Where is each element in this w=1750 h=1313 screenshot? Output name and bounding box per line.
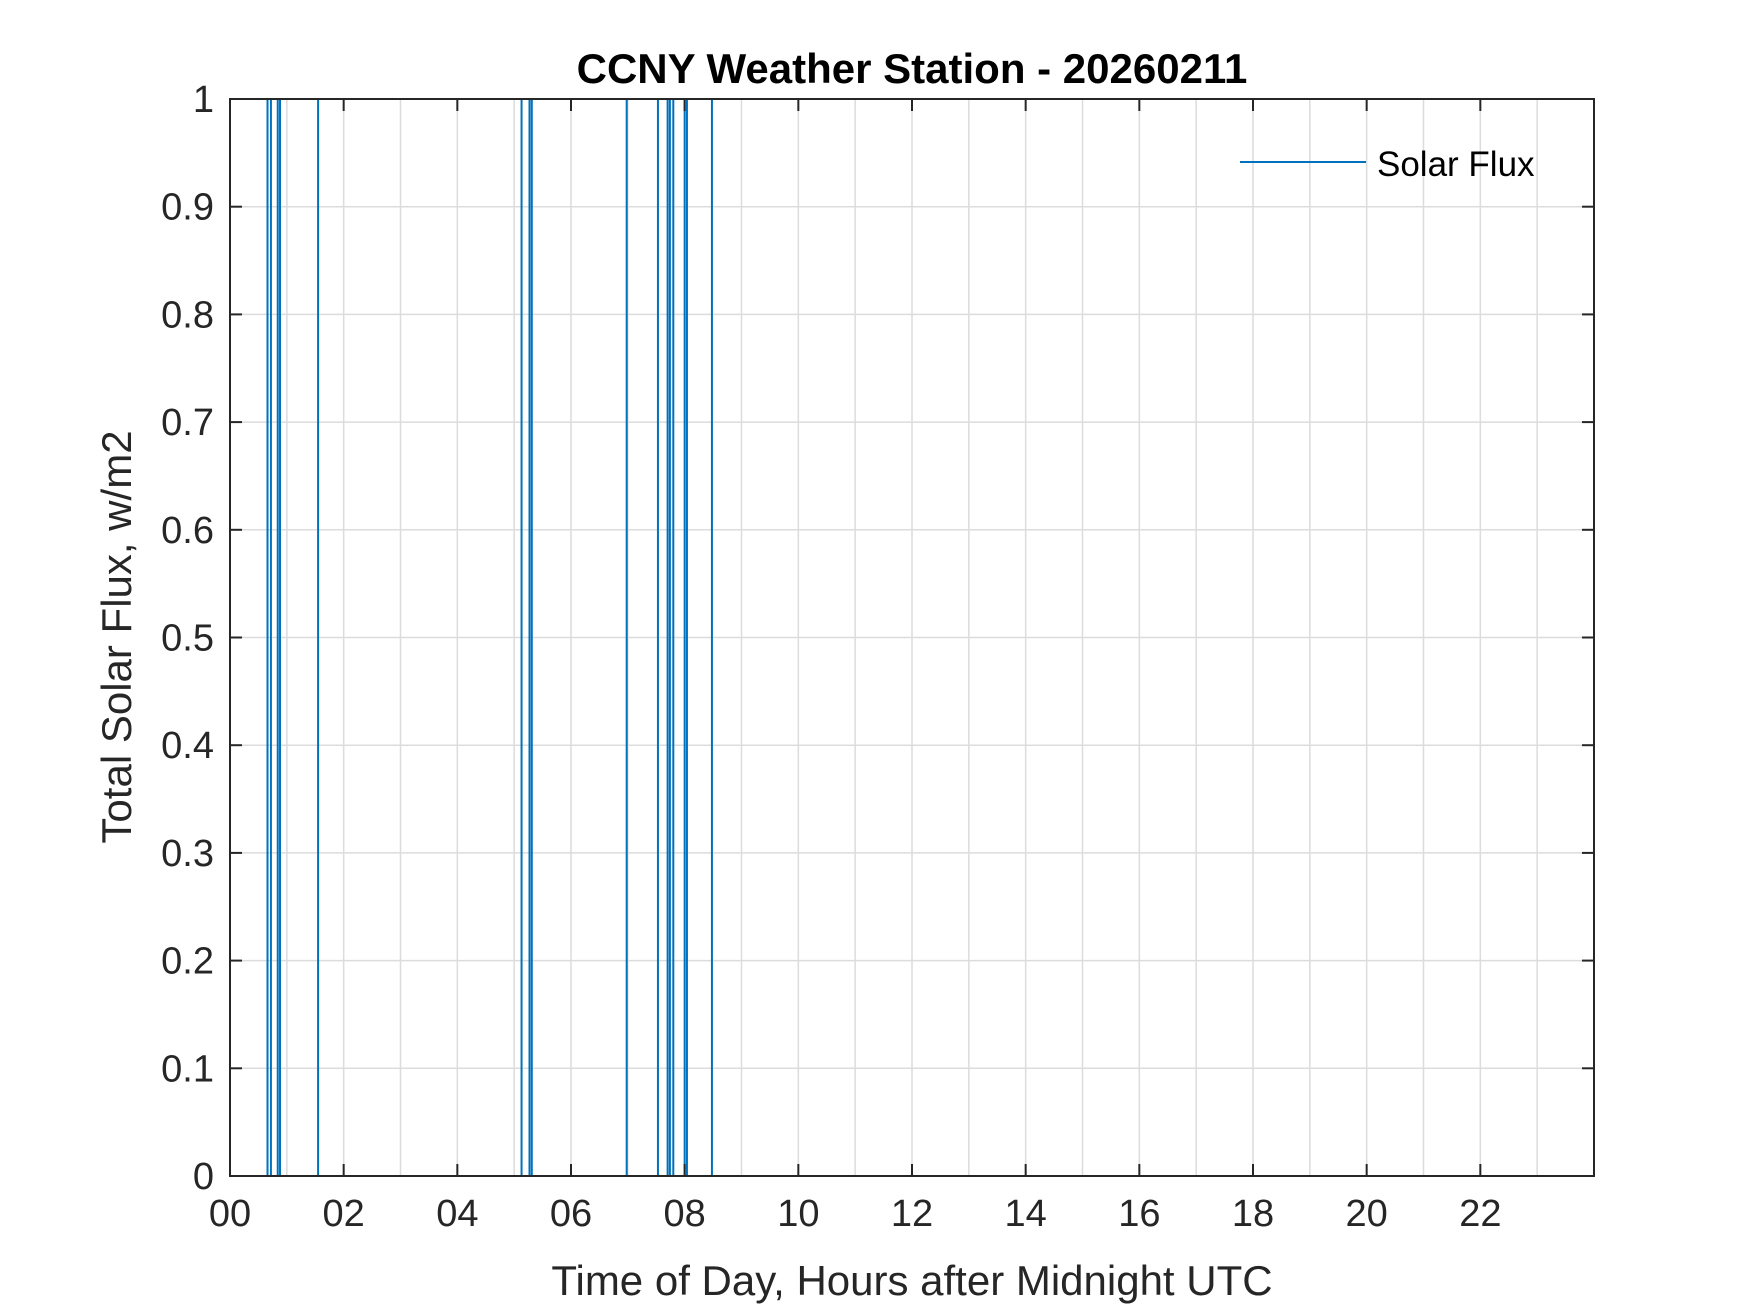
y-tick-label: 0.1 — [161, 1048, 214, 1090]
tick-marks — [229, 98, 1594, 1177]
series-solar-flux — [266, 99, 713, 1176]
x-tick-label: 16 — [1118, 1193, 1160, 1235]
x-tick-labels: 00 02 04 06 08 10 12 14 16 18 20 22 — [209, 1193, 1502, 1235]
x-tick-label: 10 — [777, 1193, 819, 1235]
y-tick-label: 0.3 — [161, 833, 214, 875]
y-tick-label: 0 — [193, 1156, 214, 1198]
x-tick-label: 04 — [436, 1193, 478, 1235]
y-tick-label: 0.8 — [161, 294, 214, 336]
legend: Solar Flux — [1240, 145, 1535, 184]
y-tick-label: 0.9 — [161, 187, 214, 229]
legend-entry-solar-flux: Solar Flux — [1377, 145, 1535, 184]
y-tick-label: 0.7 — [161, 402, 214, 444]
x-tick-label: 06 — [550, 1193, 592, 1235]
y-axis-label: Total Solar Flux, w/m2 — [93, 430, 140, 843]
y-tick-label: 0.2 — [161, 941, 214, 983]
x-tick-label: 02 — [323, 1193, 365, 1235]
chart-title: CCNY Weather Station - 20260211 — [577, 45, 1248, 92]
x-tick-label: 12 — [891, 1193, 933, 1235]
x-tick-label: 20 — [1346, 1193, 1388, 1235]
x-tick-label: 14 — [1005, 1193, 1047, 1235]
y-tick-label: 0.6 — [161, 510, 214, 552]
y-tick-label: 1 — [193, 79, 214, 121]
x-tick-label: 18 — [1232, 1193, 1274, 1235]
x-tick-label: 00 — [209, 1193, 251, 1235]
y-tick-label: 0.4 — [161, 725, 214, 767]
y-tick-labels: 0 0.1 0.2 0.3 0.4 0.5 0.6 0.7 0.8 0.9 1 — [161, 79, 214, 1198]
grid — [230, 99, 1594, 1176]
x-axis-label: Time of Day, Hours after Midnight UTC — [551, 1257, 1272, 1304]
x-tick-label: 22 — [1459, 1193, 1501, 1235]
x-tick-label: 08 — [664, 1193, 706, 1235]
y-tick-label: 0.5 — [161, 618, 214, 660]
plot-area-frame — [229, 98, 1595, 1177]
